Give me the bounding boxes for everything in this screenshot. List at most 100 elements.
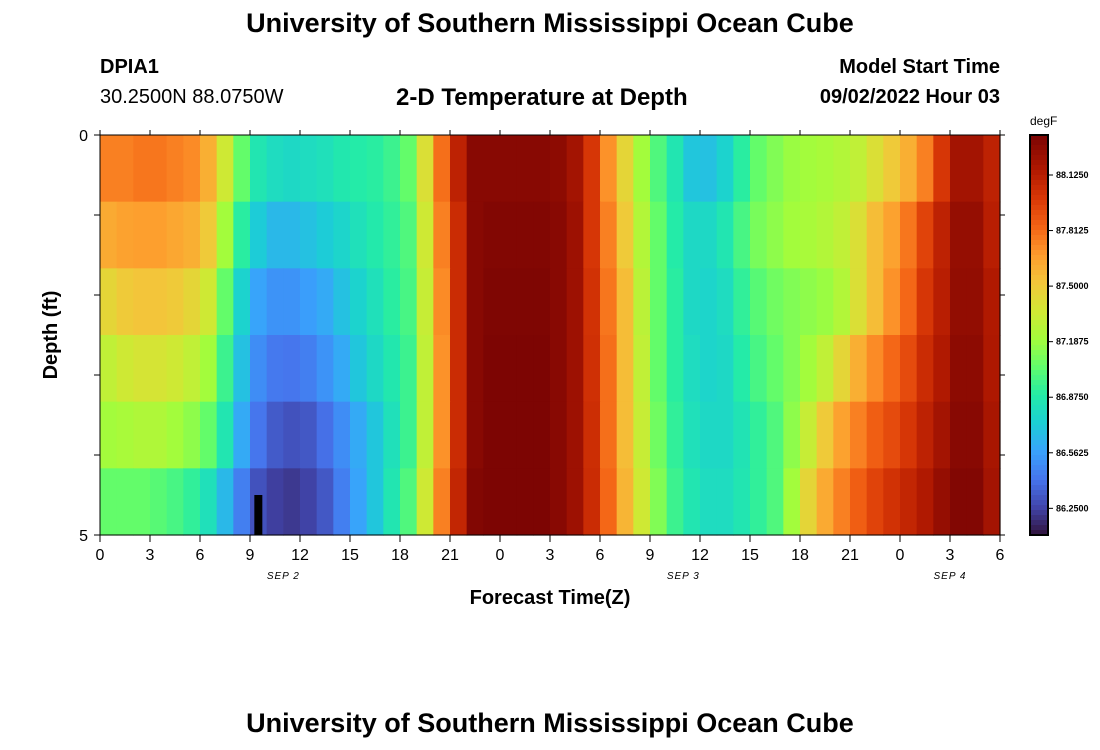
- heatmap-cell: [383, 335, 401, 403]
- colorbar-segment: [1030, 480, 1048, 486]
- heatmap-cell: [383, 401, 401, 469]
- heatmap-cell: [916, 401, 934, 469]
- heatmap-cell: [233, 268, 251, 336]
- heatmap-cell: [783, 335, 801, 403]
- heatmap-cell: [183, 201, 201, 269]
- colorbar-segment: [1030, 310, 1048, 316]
- heatmap-cell: [500, 268, 518, 336]
- heatmap-cell: [900, 135, 918, 203]
- colorbar-segment: [1030, 325, 1048, 331]
- colorbar-segment: [1030, 215, 1048, 221]
- heatmap-cell: [150, 335, 168, 403]
- heatmap-cell: [483, 468, 501, 536]
- heatmap-cell: [533, 401, 551, 469]
- heatmap-cell: [183, 468, 201, 536]
- heatmap-cell: [466, 468, 484, 536]
- colorbar-segment: [1030, 415, 1048, 421]
- heatmap-cell: [650, 335, 668, 403]
- heatmap-cell: [916, 335, 934, 403]
- heatmap-cell: [733, 468, 751, 536]
- y-tick-label: 5: [79, 528, 88, 545]
- heatmap-cell: [633, 201, 651, 269]
- colorbar-segment: [1030, 185, 1048, 191]
- x-tick-label: 12: [291, 547, 309, 564]
- colorbar-segment: [1030, 410, 1048, 416]
- heatmap-cell: [600, 268, 618, 336]
- colorbar-segment: [1030, 500, 1048, 506]
- heatmap-cell: [400, 468, 418, 536]
- heatmap-cell: [166, 135, 184, 203]
- x-tick-label: 3: [146, 547, 155, 564]
- heatmap-cell: [133, 268, 151, 336]
- heatmap-cell: [216, 401, 234, 469]
- heatmap-cell: [266, 468, 284, 536]
- heatmap-cell: [883, 335, 901, 403]
- heatmap-cell: [383, 468, 401, 536]
- heatmap-cell: [600, 335, 618, 403]
- colorbar-segment: [1030, 170, 1048, 176]
- x-tick-label: 15: [341, 547, 359, 564]
- colorbar-segment: [1030, 485, 1048, 491]
- heatmap-cell: [333, 135, 351, 203]
- heatmap-cell: [750, 201, 768, 269]
- heatmap-cell: [700, 135, 718, 203]
- heatmap-cell: [700, 268, 718, 336]
- heatmap-cell: [950, 268, 968, 336]
- heatmap-cell: [866, 201, 884, 269]
- heatmap-cell: [916, 135, 934, 203]
- heatmap-cell: [350, 268, 368, 336]
- heatmap-cell: [116, 268, 134, 336]
- colorbar-segment: [1030, 255, 1048, 261]
- y-axis-label: Depth (ft): [40, 291, 62, 380]
- heatmap-cell: [533, 468, 551, 536]
- heatmap-cell: [350, 201, 368, 269]
- heatmap-cell: [100, 135, 118, 203]
- colorbar-segment: [1030, 300, 1048, 306]
- x-tick-label: 15: [741, 547, 759, 564]
- colorbar-segment: [1030, 330, 1048, 336]
- heatmap-cell: [183, 335, 201, 403]
- heatmap-cell: [100, 335, 118, 403]
- colorbar-segment: [1030, 530, 1048, 536]
- heatmap-cell: [766, 335, 784, 403]
- heatmap-cell: [783, 201, 801, 269]
- x-tick-label: 3: [946, 547, 955, 564]
- heatmap-cell: [666, 135, 684, 203]
- heatmap-cell: [716, 335, 734, 403]
- heatmap-cell: [400, 268, 418, 336]
- heatmap-cell: [300, 401, 318, 469]
- heatmap-cell: [666, 401, 684, 469]
- heatmap-cell: [900, 401, 918, 469]
- heatmap-cell: [266, 201, 284, 269]
- heatmap-cell: [733, 268, 751, 336]
- heatmap-cell: [233, 135, 251, 203]
- heatmap-cell: [683, 401, 701, 469]
- x-tick-label: 0: [96, 547, 105, 564]
- heatmap-cell: [166, 201, 184, 269]
- heatmap-cell: [533, 335, 551, 403]
- heatmap-cell: [233, 201, 251, 269]
- y-tick-label: 0: [79, 128, 88, 145]
- heatmap-cell: [833, 201, 851, 269]
- heatmap-cell: [583, 268, 601, 336]
- colorbar-tick-label: 86.5625: [1056, 448, 1089, 458]
- heatmap-cell: [716, 268, 734, 336]
- heatmap-cell: [350, 335, 368, 403]
- heatmap-cell: [600, 135, 618, 203]
- colorbar-segment: [1030, 315, 1048, 321]
- heatmap-cell: [966, 201, 984, 269]
- heatmap-cell: [933, 468, 951, 536]
- heatmap-cell: [616, 401, 634, 469]
- heatmap-cell: [850, 401, 868, 469]
- colorbar-segment: [1030, 340, 1048, 346]
- heatmap-cell: [150, 201, 168, 269]
- heatmap-cell: [733, 201, 751, 269]
- heatmap-cell: [866, 401, 884, 469]
- colorbar-segment: [1030, 445, 1048, 451]
- colorbar-segment: [1030, 360, 1048, 366]
- x-tick-label: 21: [441, 547, 459, 564]
- heatmap-cell: [333, 335, 351, 403]
- heatmap-cell: [416, 268, 434, 336]
- heatmap-cell: [816, 468, 834, 536]
- heatmap-cell: [516, 468, 534, 536]
